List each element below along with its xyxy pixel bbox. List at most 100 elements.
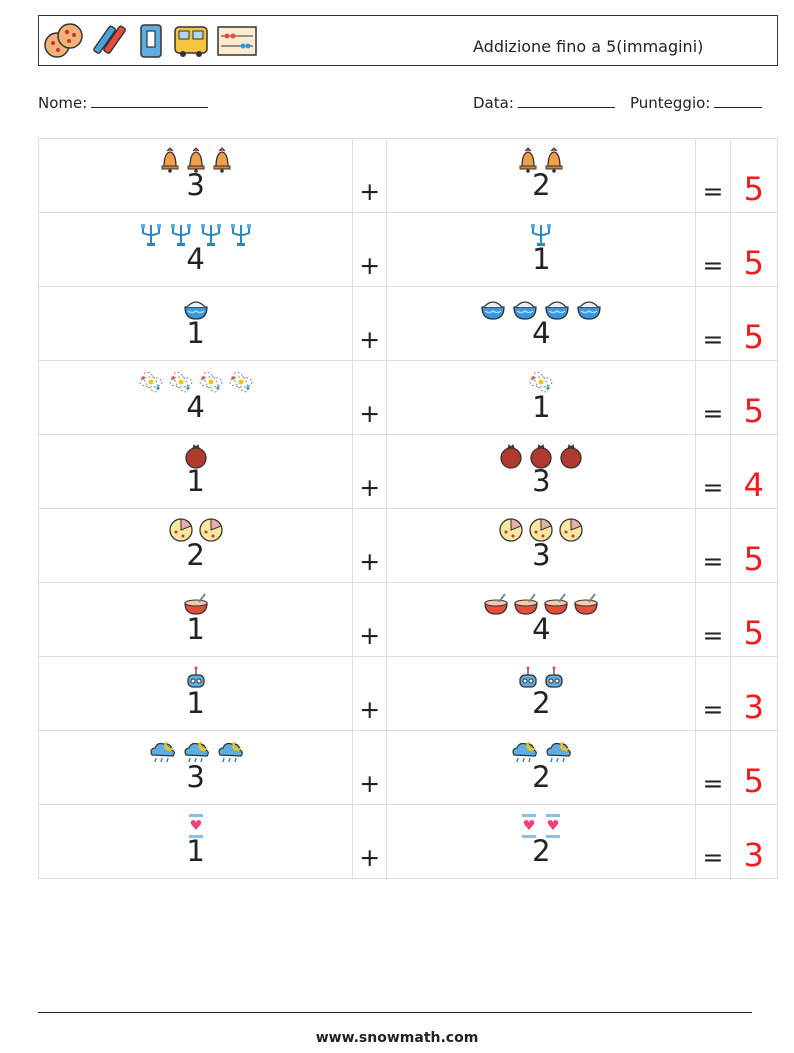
pomegranate-icon bbox=[183, 443, 209, 469]
answer-cell[interactable]: 5 bbox=[729, 360, 779, 435]
problems-table: 3 +2 = 5 4 +1 = 5 1 +4 = 5 4 +1 = 5 1 +3 = 4 2 +3 = 5 1 +4 = 5 1 +2 = 3… bbox=[37, 138, 779, 879]
equals-cell: = bbox=[695, 286, 731, 361]
worksheet-title: Addizione fino a 5(immagini) bbox=[473, 37, 704, 56]
right-number: 2 bbox=[532, 760, 551, 794]
pomegranate-icon bbox=[498, 443, 524, 469]
left-icon-group bbox=[39, 443, 352, 469]
answer-cell[interactable]: 5 bbox=[729, 286, 779, 361]
left-number: 4 bbox=[186, 390, 205, 424]
left-term-cell: 1 bbox=[37, 286, 354, 361]
equals-sign: = bbox=[702, 621, 724, 650]
plus-cell: + bbox=[352, 360, 388, 435]
right-number: 2 bbox=[532, 686, 551, 720]
bowl-icon bbox=[543, 295, 571, 321]
left-term-cell: 4 bbox=[37, 212, 354, 287]
right-number: 4 bbox=[532, 612, 551, 646]
answer-cell[interactable]: 5 bbox=[729, 138, 779, 213]
rain-cloud-icon bbox=[509, 739, 539, 765]
name-label: Nome: bbox=[38, 94, 88, 112]
pizza-icon bbox=[198, 517, 224, 543]
score-blank[interactable] bbox=[714, 93, 763, 108]
candelabra-icon bbox=[198, 221, 224, 247]
plus-cell: + bbox=[352, 434, 388, 509]
soup-bowl-icon bbox=[573, 592, 599, 616]
right-term-cell: 1 bbox=[386, 212, 697, 287]
answer-value: 5 bbox=[743, 614, 764, 652]
answer-cell[interactable]: 3 bbox=[729, 656, 779, 731]
right-icon-group bbox=[387, 517, 695, 543]
left-number: 1 bbox=[186, 834, 205, 868]
equals-sign: = bbox=[702, 547, 724, 576]
answer-value: 3 bbox=[743, 688, 764, 726]
left-term-cell: 4 bbox=[37, 360, 354, 435]
left-number: 3 bbox=[186, 168, 205, 202]
date-field[interactable]: Data: bbox=[473, 93, 615, 112]
left-icon-group bbox=[39, 147, 352, 173]
plus-sign: + bbox=[359, 325, 381, 354]
answer-cell[interactable]: 5 bbox=[729, 508, 779, 583]
equals-sign: = bbox=[702, 177, 724, 206]
plus-cell: + bbox=[352, 804, 388, 879]
bell-icon bbox=[185, 147, 207, 173]
answer-cell[interactable]: 5 bbox=[729, 582, 779, 657]
candelabra-icon bbox=[138, 221, 164, 247]
right-number: 4 bbox=[532, 316, 551, 350]
left-number: 1 bbox=[186, 686, 205, 720]
left-icon-group bbox=[39, 221, 352, 247]
right-term-cell: 3 bbox=[386, 434, 697, 509]
bell-icon bbox=[159, 147, 181, 173]
answer-value: 5 bbox=[743, 244, 764, 282]
right-icon-group bbox=[387, 591, 695, 617]
right-icon-group bbox=[387, 295, 695, 321]
right-term-cell: 2 bbox=[386, 804, 697, 879]
left-number: 4 bbox=[186, 242, 205, 276]
equals-sign: = bbox=[702, 695, 724, 724]
heart-jar-icon bbox=[186, 812, 206, 840]
name-blank[interactable] bbox=[91, 93, 209, 108]
right-term-cell: 4 bbox=[386, 286, 697, 361]
plus-sign: + bbox=[359, 547, 381, 576]
left-icon-group bbox=[39, 517, 352, 543]
answer-cell[interactable]: 5 bbox=[729, 212, 779, 287]
atom-icon bbox=[198, 369, 224, 395]
header-icons bbox=[43, 21, 259, 61]
left-number: 1 bbox=[186, 612, 205, 646]
problem-row: 1 +4 = 5 bbox=[37, 582, 779, 657]
name-field[interactable]: Nome: bbox=[38, 93, 209, 112]
rain-cloud-icon bbox=[543, 739, 573, 765]
equals-cell: = bbox=[695, 138, 731, 213]
answer-cell[interactable]: 4 bbox=[729, 434, 779, 509]
footer-url[interactable]: www.snowmath.com bbox=[315, 1030, 479, 1046]
score-field[interactable]: Punteggio: bbox=[630, 93, 763, 112]
answer-cell[interactable]: 3 bbox=[729, 804, 779, 879]
crayons-icon bbox=[93, 25, 126, 54]
equals-cell: = bbox=[695, 212, 731, 287]
problem-row: 4 +1 = 5 bbox=[37, 360, 779, 435]
abacus-icon bbox=[217, 26, 257, 56]
plus-sign: + bbox=[359, 251, 381, 280]
problem-row: 1 +4 = 5 bbox=[37, 286, 779, 361]
left-number: 1 bbox=[186, 464, 205, 498]
plus-sign: + bbox=[359, 621, 381, 650]
answer-cell[interactable]: 5 bbox=[729, 730, 779, 805]
plus-sign: + bbox=[359, 695, 381, 724]
left-number: 1 bbox=[186, 316, 205, 350]
footer-rule bbox=[38, 1012, 752, 1013]
left-icon-group bbox=[39, 369, 352, 395]
problem-row: 4 +1 = 5 bbox=[37, 212, 779, 287]
heart-jar-icon bbox=[519, 812, 539, 840]
soup-bowl-icon bbox=[483, 592, 509, 616]
atom-icon bbox=[168, 369, 194, 395]
left-icon-group bbox=[39, 295, 352, 321]
problem-row: 2 +3 = 5 bbox=[37, 508, 779, 583]
pomegranate-icon bbox=[558, 443, 584, 469]
plus-cell: + bbox=[352, 656, 388, 731]
left-icon-group bbox=[39, 591, 352, 617]
soup-bowl-icon bbox=[183, 592, 209, 616]
problem-row: 1 +2 = 3 bbox=[37, 656, 779, 731]
date-blank[interactable] bbox=[517, 93, 615, 108]
plus-cell: + bbox=[352, 212, 388, 287]
atom-icon bbox=[138, 369, 164, 395]
rain-cloud-icon bbox=[181, 739, 211, 765]
answer-value: 5 bbox=[743, 318, 764, 356]
